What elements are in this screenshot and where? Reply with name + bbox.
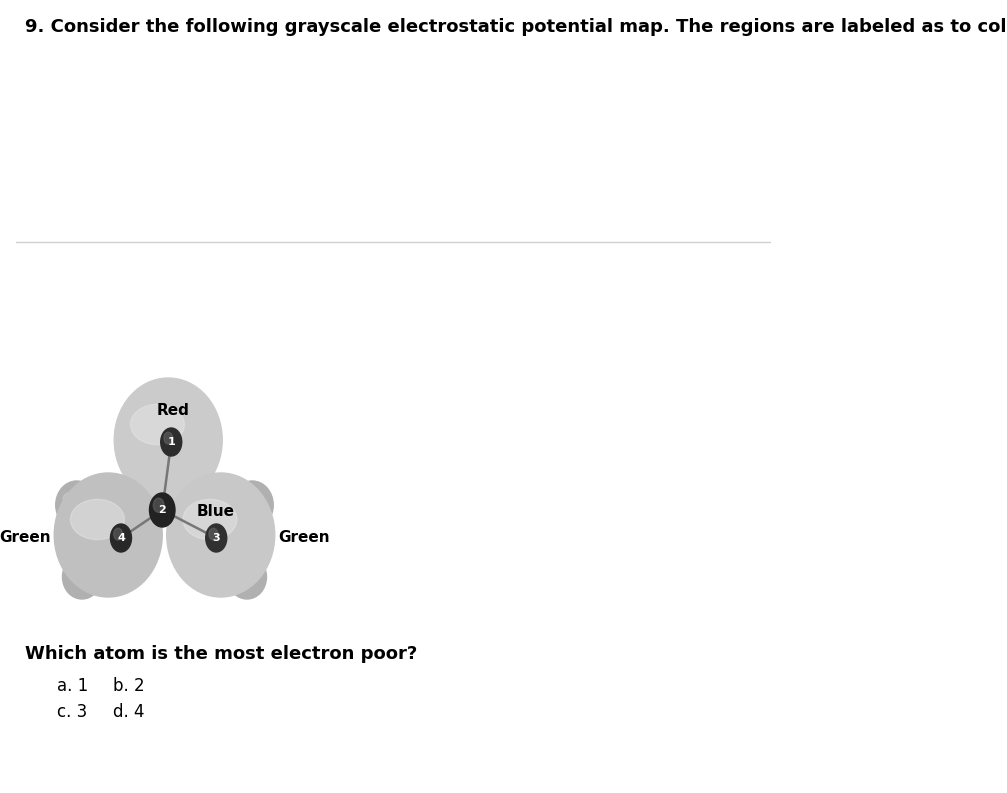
Ellipse shape	[131, 404, 184, 445]
Circle shape	[111, 524, 132, 552]
Ellipse shape	[114, 378, 223, 502]
Text: Red: Red	[156, 403, 189, 418]
Text: b. 2: b. 2	[114, 677, 145, 695]
Ellipse shape	[63, 492, 82, 506]
Circle shape	[164, 432, 172, 444]
Text: Green: Green	[279, 530, 330, 545]
Ellipse shape	[70, 500, 125, 540]
Ellipse shape	[232, 481, 273, 529]
Circle shape	[205, 524, 227, 552]
Ellipse shape	[235, 565, 252, 578]
Text: d. 4: d. 4	[114, 703, 145, 721]
Ellipse shape	[228, 555, 267, 599]
Text: 1: 1	[167, 437, 175, 447]
Ellipse shape	[55, 481, 98, 529]
Ellipse shape	[239, 492, 258, 506]
Text: c. 3: c. 3	[57, 703, 88, 721]
Ellipse shape	[54, 473, 162, 597]
Text: Green: Green	[0, 530, 50, 545]
Circle shape	[153, 498, 164, 512]
Ellipse shape	[62, 555, 102, 599]
Text: 9. Consider the following grayscale electrostatic potential map. The regions are: 9. Consider the following grayscale elec…	[25, 18, 1007, 36]
Circle shape	[149, 493, 175, 527]
Ellipse shape	[69, 565, 87, 578]
Text: 3: 3	[212, 533, 221, 543]
Ellipse shape	[167, 473, 275, 597]
Text: Which atom is the most electron poor?: Which atom is the most electron poor?	[25, 645, 417, 663]
Text: a. 1: a. 1	[57, 677, 89, 695]
Text: Blue: Blue	[196, 504, 235, 519]
Text: 2: 2	[158, 505, 166, 515]
Circle shape	[208, 528, 218, 540]
Ellipse shape	[183, 500, 237, 540]
Text: 4: 4	[117, 533, 125, 543]
Circle shape	[161, 428, 181, 456]
Circle shape	[114, 528, 123, 540]
